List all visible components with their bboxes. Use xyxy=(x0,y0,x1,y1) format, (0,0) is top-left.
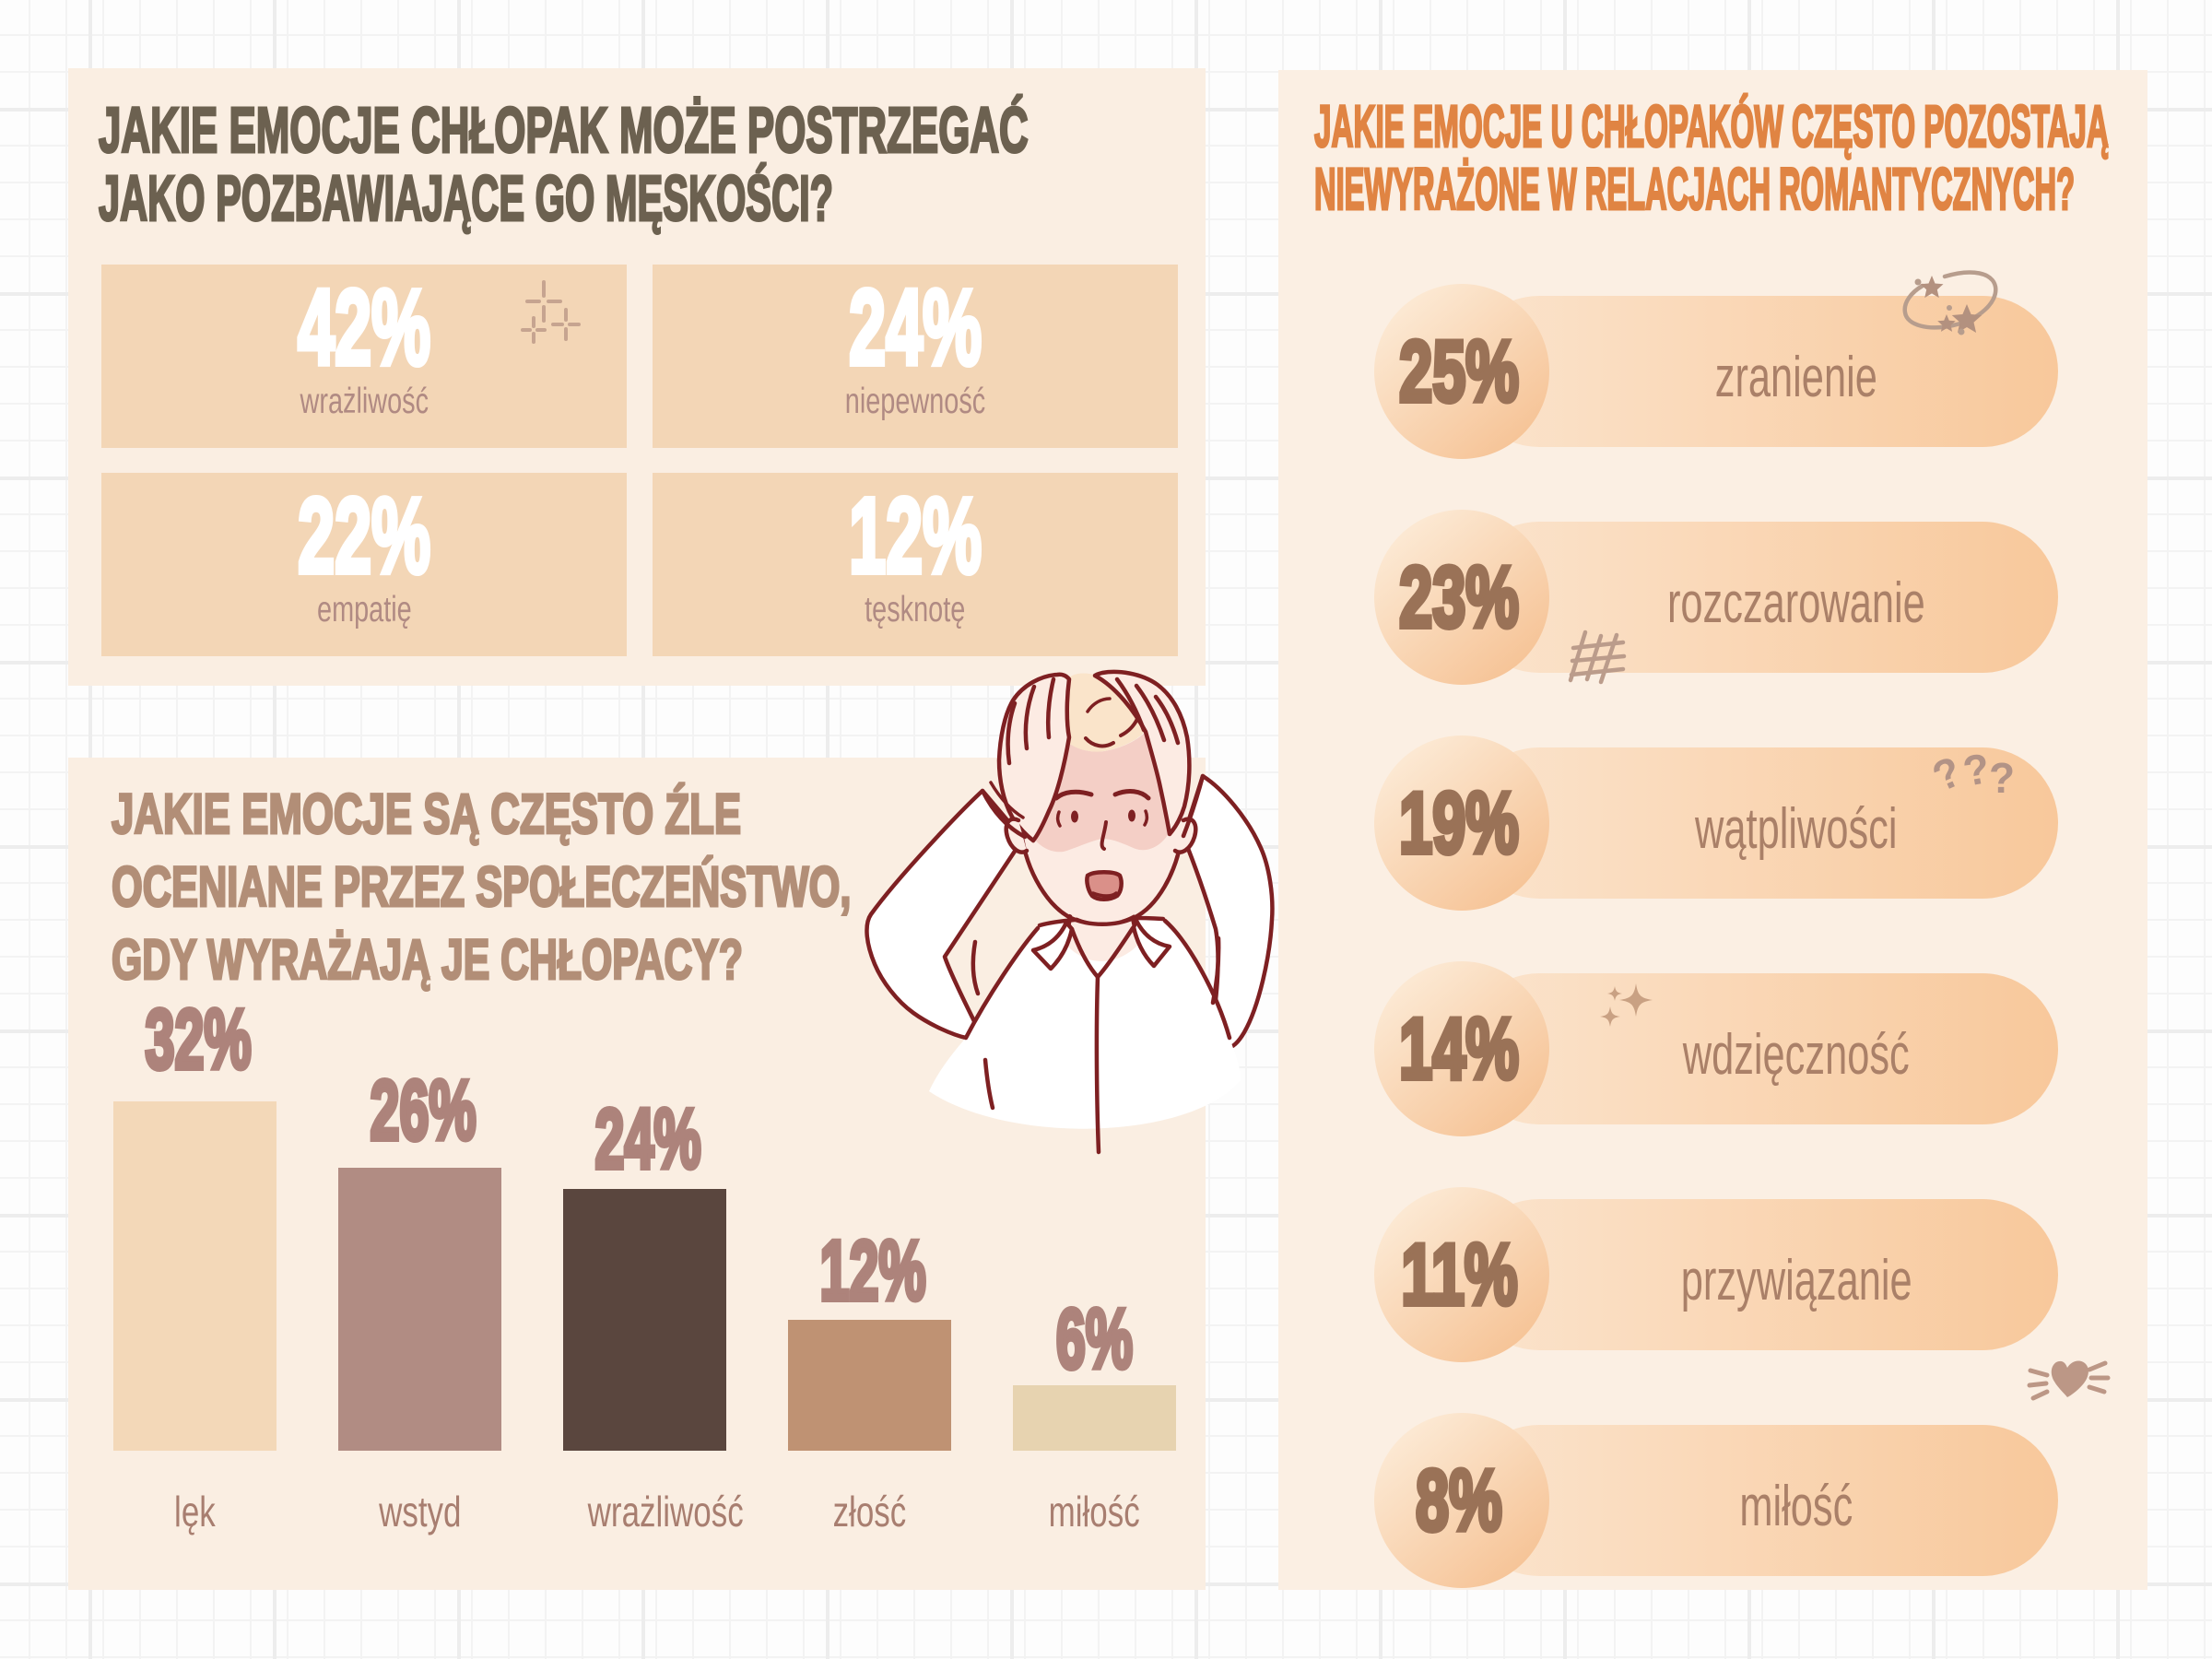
svg-text:?: ? xyxy=(1989,754,2015,802)
